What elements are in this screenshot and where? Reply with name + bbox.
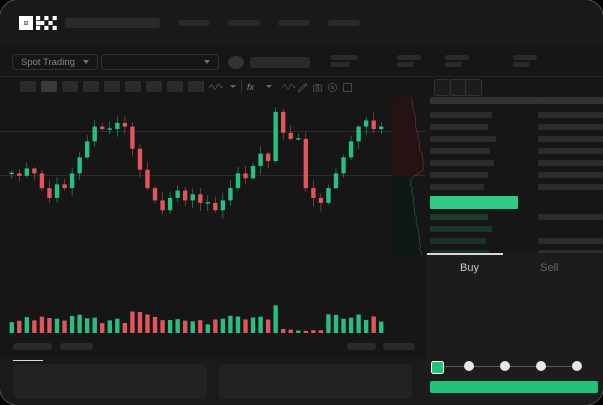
svg-text:fx: fx [247, 82, 255, 92]
